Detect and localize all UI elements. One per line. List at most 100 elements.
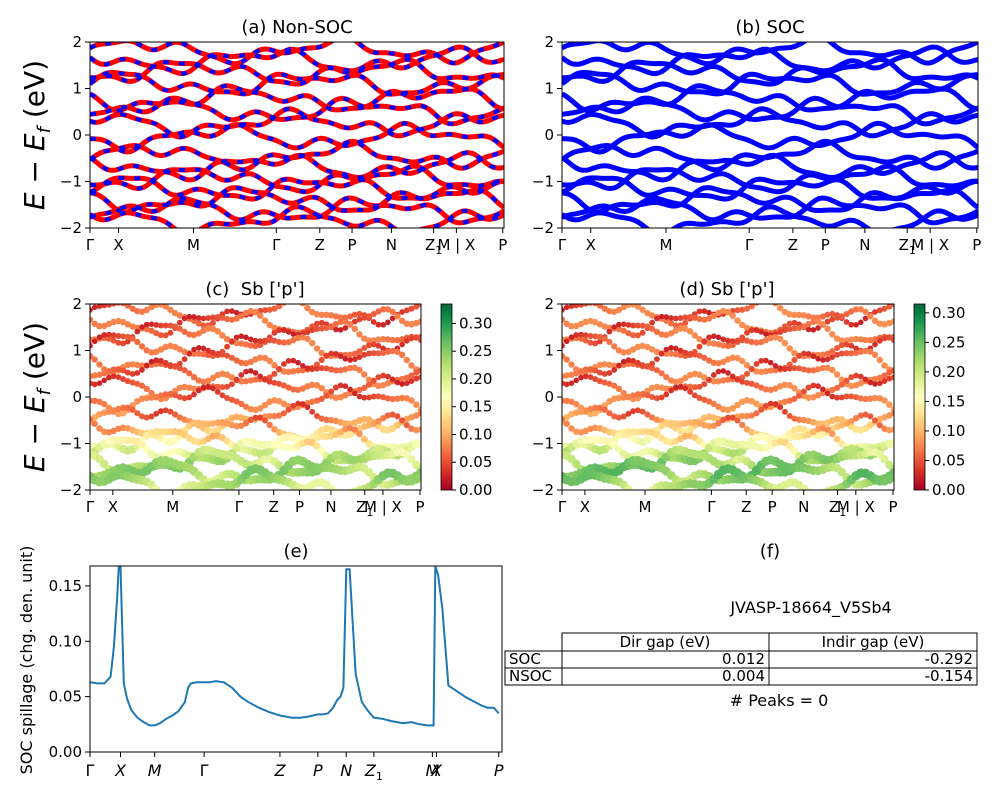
projection-point — [309, 398, 316, 405]
projection-point — [738, 412, 746, 420]
projection-point — [682, 319, 689, 326]
x-tick-label: N — [386, 236, 397, 254]
x-tick-label: Z — [788, 236, 798, 254]
band-line — [90, 106, 504, 140]
projection-point — [615, 394, 623, 402]
projection-point — [375, 321, 382, 328]
projection-point — [153, 410, 160, 417]
projection-point — [224, 343, 231, 350]
projection-point — [389, 315, 396, 322]
projection-point — [843, 393, 850, 400]
projection-point — [403, 422, 410, 429]
projection-point — [119, 404, 127, 411]
projection-point — [654, 356, 660, 362]
y-tick-label: 0.00 — [49, 743, 82, 761]
projection-point — [403, 380, 410, 387]
projection-point — [233, 376, 240, 383]
projection-point — [710, 372, 717, 378]
projection-point — [90, 416, 94, 423]
projection-point — [90, 307, 93, 313]
projection-point — [167, 408, 174, 415]
colorbar-tick-label: 0.05 — [459, 453, 492, 471]
projection-point — [200, 315, 207, 322]
projection-point — [686, 328, 694, 335]
projection-point — [191, 314, 197, 320]
projection-point — [667, 350, 675, 357]
projection-point — [143, 385, 150, 393]
projection-point — [867, 312, 874, 320]
projection-point — [228, 396, 235, 403]
projection-point — [824, 325, 831, 333]
x-tick-label: P — [768, 498, 777, 516]
projection-point — [890, 439, 894, 447]
projection-point — [610, 362, 618, 369]
projection-point — [577, 368, 585, 375]
projection-point — [129, 370, 136, 377]
projection-point — [871, 417, 879, 424]
band-line — [90, 44, 504, 76]
gap-table: Dir gap (eV) Indir gap (eV) SOC 0.012 -0… — [504, 632, 978, 686]
projection-point — [743, 412, 751, 420]
projection-point — [696, 352, 703, 359]
projection-point — [592, 340, 599, 347]
projection-point — [101, 304, 108, 309]
projection-point — [91, 304, 98, 311]
projection-point — [290, 331, 297, 337]
band-line — [562, 95, 978, 127]
projection-point — [720, 377, 727, 384]
projection-point — [833, 384, 841, 392]
projection-point — [304, 404, 311, 411]
projection-point — [205, 383, 212, 390]
projection-point — [380, 415, 387, 422]
projection-point — [772, 367, 779, 374]
projection-point — [124, 361, 132, 369]
projection-point — [214, 426, 222, 434]
projection-point — [375, 308, 382, 315]
projection-point — [408, 372, 415, 379]
projection-point — [124, 369, 131, 376]
colorbar-tick-label: 0.10 — [932, 422, 965, 440]
projection-point — [403, 374, 410, 381]
projection-point — [233, 422, 240, 430]
projection-point — [596, 369, 603, 376]
projection-point — [394, 379, 401, 386]
projection-point — [195, 315, 202, 321]
projection-point — [748, 397, 755, 405]
projection-point — [176, 360, 183, 367]
projection-point — [290, 357, 297, 364]
projection-point — [848, 336, 855, 343]
x-tick-label: M — [639, 498, 652, 516]
projection-point — [196, 345, 202, 351]
projection-point — [701, 316, 708, 323]
projection-point — [90, 342, 93, 349]
y-tick-label: −1 — [60, 435, 82, 453]
projection-point — [739, 337, 746, 344]
projection-point — [711, 333, 717, 339]
projection-point — [413, 375, 420, 382]
projection-point — [631, 489, 635, 490]
band-line — [90, 204, 504, 228]
projection-point — [110, 304, 117, 307]
projection-point — [105, 335, 112, 342]
projection-point — [361, 351, 368, 358]
projection-point — [592, 367, 599, 374]
projection-point — [181, 328, 188, 336]
projection-point — [795, 416, 803, 423]
projection-point — [853, 349, 860, 356]
projection-point — [639, 362, 646, 369]
projection-point — [96, 322, 103, 330]
projection-point — [668, 345, 674, 351]
projection-point — [96, 304, 103, 309]
projection-point — [398, 375, 406, 383]
projection-point — [271, 412, 278, 420]
projection-point — [753, 327, 760, 333]
projection-point — [568, 334, 575, 340]
projection-point — [563, 420, 570, 427]
projection-point — [318, 415, 325, 422]
projection-point — [389, 347, 396, 355]
projection-point — [247, 416, 254, 423]
projection-point — [351, 350, 358, 357]
projection-point — [677, 352, 684, 359]
x-tick-label: P — [821, 236, 830, 254]
projection-point — [796, 324, 803, 331]
